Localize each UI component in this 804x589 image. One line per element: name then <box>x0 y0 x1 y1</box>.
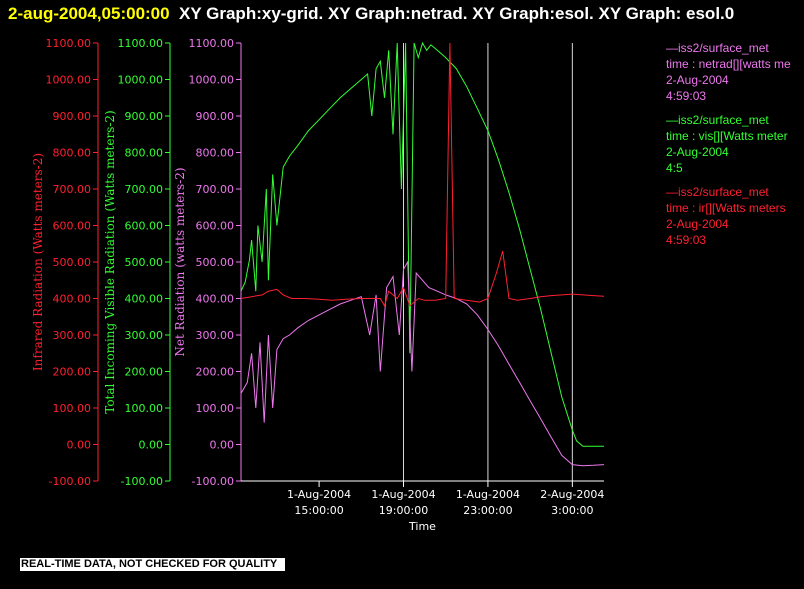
legend-line: —iss2/surface_met <box>666 41 769 55</box>
vis-tick-label-10: 900.00 <box>125 110 164 123</box>
netrad-tick-label-8: 700.00 <box>196 183 235 196</box>
ir-tick-label-2: 100.00 <box>53 402 92 415</box>
x-tick-label-date-0: 1-Aug-2004 <box>287 488 351 501</box>
netrad-tick-label-12: 1100.00 <box>189 37 235 50</box>
vis-tick-label-1: 0.00 <box>139 439 164 452</box>
legend-line: 4:59:03 <box>666 233 707 247</box>
ir-tick-label-12: 1100.00 <box>46 37 92 50</box>
netrad-axis-label: Net Radiation (watts meters-2) <box>173 167 187 356</box>
vis-tick-label-8: 700.00 <box>125 183 164 196</box>
ir-tick-label-8: 700.00 <box>53 183 92 196</box>
x-tick-label-time-2: 23:00:00 <box>463 504 512 517</box>
ir-tick-label-1: 0.00 <box>67 439 92 452</box>
vis-tick-label-5: 400.00 <box>125 293 164 306</box>
netrad-tick-label-7: 600.00 <box>196 220 235 233</box>
ir-tick-label-9: 800.00 <box>53 147 92 160</box>
legend-line: time : netrad[][watts me <box>666 57 791 71</box>
legend-line: 2-Aug-2004 <box>666 217 729 231</box>
ir-tick-label-10: 900.00 <box>53 110 92 123</box>
ir-tick-label-5: 400.00 <box>53 293 92 306</box>
legend-line: —iss2/surface_met <box>666 113 769 127</box>
x-tick-label-time-3: 3:00:00 <box>551 504 593 517</box>
vis-series-line <box>240 41 604 447</box>
netrad-tick-label-10: 900.00 <box>196 110 235 123</box>
quality-notice: REAL-TIME DATA, NOT CHECKED FOR QUALITY <box>20 558 286 571</box>
vis-tick-label-6: 500.00 <box>125 256 164 269</box>
ir-tick-label-6: 500.00 <box>53 256 92 269</box>
legend-line: 4:59:03 <box>666 89 707 103</box>
x-tick-label-date-1: 1-Aug-2004 <box>371 488 435 501</box>
netrad-tick-label-2: 100.00 <box>196 402 235 415</box>
ir-tick-label-4: 300.00 <box>53 329 92 342</box>
netrad-tick-label-1: 0.00 <box>210 439 235 452</box>
ir-tick-label-11: 1000.00 <box>46 74 92 87</box>
x-tick-label-date-3: 2-Aug-2004 <box>540 488 604 501</box>
ir-tick-label-7: 600.00 <box>53 220 92 233</box>
ir-tick-label-0: -100.00 <box>49 475 91 488</box>
vis-tick-label-0: -100.00 <box>121 475 163 488</box>
graph-title-text: XY Graph:xy-grid. XY Graph:netrad. XY Gr… <box>179 4 735 23</box>
x-tick-label-time-1: 19:00:00 <box>379 504 428 517</box>
legend-line: 2-Aug-2004 <box>666 145 729 159</box>
legend-line: 2-Aug-2004 <box>666 73 729 87</box>
netrad-tick-label-9: 800.00 <box>196 147 235 160</box>
graph-title: 2-aug-2004,05:00:00 XY Graph:xy-grid. XY… <box>8 2 798 25</box>
x-axis-label: Time <box>408 520 436 533</box>
netrad-tick-label-3: 200.00 <box>196 366 235 379</box>
vis-tick-label-9: 800.00 <box>125 147 164 160</box>
vis-tick-label-11: 1000.00 <box>118 74 164 87</box>
netrad-series-line <box>240 260 605 467</box>
legend-line: time : ir[][Watts meters <box>666 201 786 215</box>
legend-line: 4:5 <box>666 161 683 175</box>
vis-tick-label-7: 600.00 <box>125 220 164 233</box>
legend-line: time : vis[][Watts meter <box>666 129 788 143</box>
vis-tick-label-3: 200.00 <box>125 366 164 379</box>
legend-line: —iss2/surface_met <box>666 185 769 199</box>
x-tick-label-date-2: 1-Aug-2004 <box>456 488 520 501</box>
x-tick-label-time-0: 15:00:00 <box>294 504 343 517</box>
netrad-tick-label-11: 1000.00 <box>189 74 235 87</box>
vis-tick-label-12: 1100.00 <box>118 37 164 50</box>
timestamp: 2-aug-2004,05:00:00 <box>8 4 170 23</box>
netrad-tick-label-6: 500.00 <box>196 256 235 269</box>
netrad-tick-label-0: -100.00 <box>192 475 234 488</box>
ir-tick-label-3: 200.00 <box>53 366 92 379</box>
vis-tick-label-2: 100.00 <box>125 402 164 415</box>
vis-tick-label-4: 300.00 <box>125 329 164 342</box>
ir-series-line <box>240 42 605 308</box>
vis-axis-label: Total Incoming Visible Radiation (Watts … <box>103 110 117 414</box>
netrad-tick-label-5: 400.00 <box>196 293 235 306</box>
netrad-tick-label-4: 300.00 <box>196 329 235 342</box>
ir-axis-label: Infrared Radiation (Watts meters-2) <box>31 153 45 371</box>
